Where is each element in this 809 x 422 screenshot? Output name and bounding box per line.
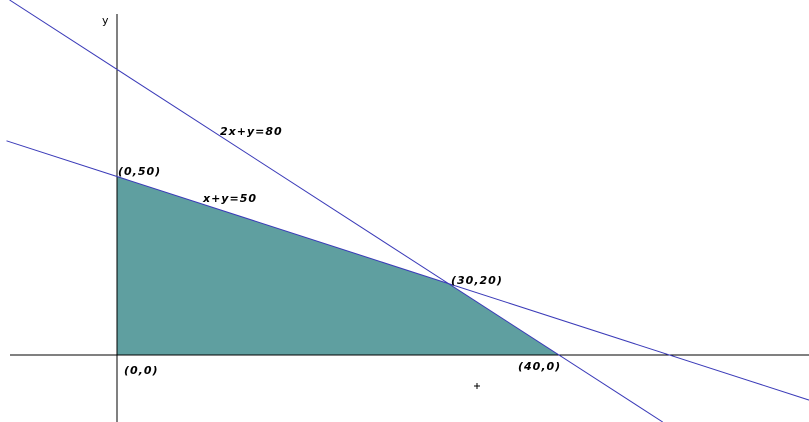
constraint-label-x-plus-y-50: x+y=50 [202,192,257,205]
feasible-region [117,176,559,355]
vertex-label-40-0: (40,0) [518,360,561,373]
vertex-label-0-0: (0,0) [124,364,159,377]
vertex-label-0-50: (0,50) [118,165,161,178]
vertex-label-30-20: (30,20) [451,274,503,287]
y-axis-label: y [102,14,109,27]
constraint-line-x-plus-y-50 [6,140,809,401]
constraint-line-2x-plus-y-80 [9,0,663,422]
constraint-label-2x-plus-y-80: 2x+y=80 [220,125,283,138]
cursor-crosshair-icon [474,383,480,389]
